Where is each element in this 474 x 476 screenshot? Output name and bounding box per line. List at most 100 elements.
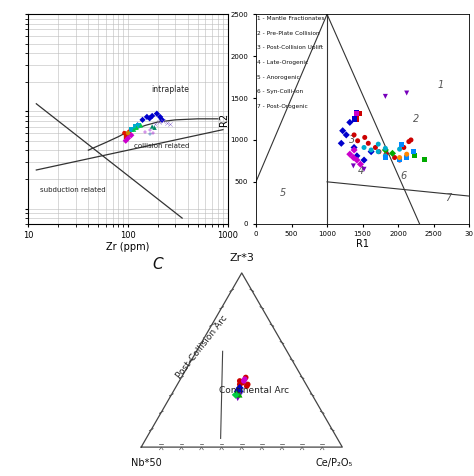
- Point: [141, 128, 149, 136]
- Point: [236, 384, 244, 392]
- Point: [350, 131, 358, 139]
- Point: [243, 382, 251, 390]
- Point: [236, 391, 244, 399]
- Point: [382, 146, 389, 154]
- Text: 6 - Syn-Colli-ion: 6 - Syn-Colli-ion: [257, 89, 303, 94]
- Point: [124, 134, 132, 142]
- Point: [360, 166, 368, 173]
- Point: [239, 379, 246, 387]
- Point: [134, 121, 141, 129]
- Point: [398, 140, 406, 148]
- Point: [235, 393, 243, 400]
- Point: [391, 154, 398, 161]
- Text: 7: 7: [445, 193, 451, 203]
- Text: 2 - Pre-Plate Collision: 2 - Pre-Plate Collision: [257, 30, 320, 36]
- X-axis label: Zr (ppm): Zr (ppm): [106, 242, 150, 252]
- Text: Ce/P₂O₅: Ce/P₂O₅: [315, 458, 352, 468]
- Point: [342, 131, 350, 139]
- Point: [237, 379, 245, 387]
- Point: [137, 121, 145, 129]
- Point: [350, 146, 358, 154]
- Point: [234, 387, 242, 395]
- Point: [146, 126, 154, 133]
- Text: 1 - Mantle Fractionates: 1 - Mantle Fractionates: [257, 16, 325, 21]
- Point: [361, 134, 369, 141]
- Point: [396, 154, 403, 161]
- Point: [349, 162, 357, 170]
- Text: 7 - Post-Orogenic: 7 - Post-Orogenic: [257, 104, 308, 109]
- Point: [149, 129, 157, 137]
- Point: [232, 391, 239, 399]
- Point: [353, 156, 361, 164]
- Point: [374, 148, 382, 156]
- Text: subduction related: subduction related: [40, 187, 105, 193]
- Point: [339, 127, 346, 135]
- Point: [353, 115, 361, 123]
- Point: [354, 137, 362, 145]
- Point: [372, 144, 379, 151]
- Point: [360, 156, 368, 164]
- Point: [236, 381, 244, 388]
- Point: [151, 124, 158, 131]
- Point: [148, 112, 156, 120]
- Point: [382, 92, 389, 100]
- Point: [346, 119, 354, 126]
- Point: [396, 156, 403, 164]
- Point: [365, 139, 372, 147]
- Point: [164, 119, 171, 127]
- Point: [420, 155, 428, 163]
- Text: Nb*50: Nb*50: [131, 458, 162, 468]
- Point: [153, 110, 161, 118]
- Point: [126, 130, 134, 138]
- Point: [130, 126, 138, 133]
- Text: 4 - Late-Orogenic: 4 - Late-Orogenic: [257, 60, 309, 65]
- Text: 4: 4: [358, 166, 365, 176]
- Text: 3: 3: [349, 135, 355, 145]
- Point: [410, 152, 418, 159]
- Point: [375, 148, 383, 156]
- Point: [356, 109, 364, 117]
- Point: [241, 376, 248, 383]
- Point: [131, 123, 139, 130]
- Point: [236, 377, 244, 385]
- Point: [156, 113, 164, 121]
- Point: [367, 146, 375, 154]
- Point: [350, 144, 358, 151]
- Point: [382, 145, 389, 152]
- Y-axis label: R2: R2: [219, 112, 229, 126]
- Point: [407, 136, 415, 144]
- Point: [367, 148, 375, 156]
- Point: [123, 133, 130, 140]
- Point: [374, 140, 382, 148]
- Point: [396, 145, 403, 153]
- Point: [382, 154, 389, 161]
- Point: [351, 115, 358, 123]
- Point: [158, 116, 166, 124]
- Point: [128, 126, 135, 133]
- Point: [120, 129, 128, 137]
- Point: [126, 128, 133, 136]
- Point: [349, 154, 357, 161]
- Point: [356, 160, 364, 168]
- Point: [143, 113, 151, 121]
- Text: 2: 2: [413, 114, 419, 124]
- Point: [244, 381, 252, 388]
- Point: [382, 150, 390, 158]
- Text: 6: 6: [401, 171, 407, 181]
- Point: [403, 154, 410, 161]
- Text: Continental Arc: Continental Arc: [219, 387, 289, 395]
- Point: [396, 155, 403, 163]
- Point: [337, 139, 345, 147]
- Point: [133, 124, 140, 131]
- Point: [235, 386, 243, 394]
- Point: [346, 150, 354, 158]
- Point: [240, 377, 247, 385]
- Text: C: C: [152, 258, 163, 272]
- Point: [123, 130, 131, 138]
- Point: [135, 121, 143, 129]
- Point: [360, 144, 368, 151]
- Text: Zr*3: Zr*3: [229, 253, 254, 263]
- Point: [236, 387, 244, 395]
- Point: [403, 89, 410, 97]
- Point: [405, 138, 412, 146]
